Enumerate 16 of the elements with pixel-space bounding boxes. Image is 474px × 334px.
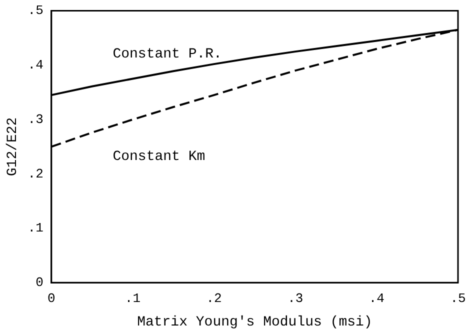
series-label: Constant Km [112, 149, 206, 166]
y-axis-title: G12/E22 [5, 117, 22, 176]
y-tick-label: .5 [28, 3, 44, 18]
series-label: Constant P.R. [112, 46, 222, 62]
x-tick-label: .2 [206, 290, 222, 306]
x-axis-title: Matrix Young's Modulus (msi) [137, 314, 372, 330]
y-tick-label: .1 [28, 220, 44, 236]
y-tick-label: .3 [28, 112, 44, 127]
x-tick-label: .3 [288, 290, 304, 306]
x-tick-label: .5 [450, 290, 466, 306]
y-tick-label: 0 [36, 275, 44, 290]
x-tick-label: .4 [368, 290, 385, 306]
x-tick-label: 0 [47, 290, 56, 306]
y-tick-label: .4 [28, 58, 44, 73]
y-tick-label: .2 [28, 166, 44, 182]
x-tick-label: .1 [124, 290, 141, 306]
